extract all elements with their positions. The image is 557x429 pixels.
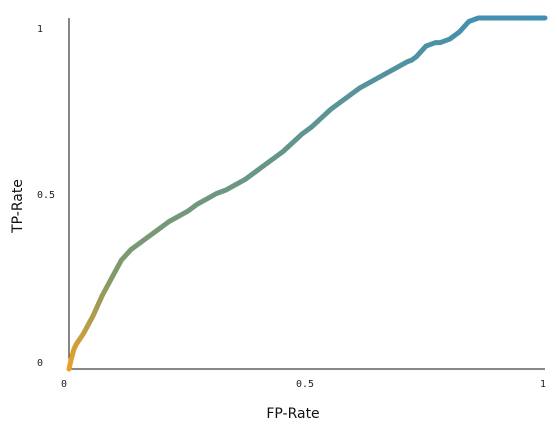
x-tick-label-1: 1 xyxy=(540,379,546,390)
x-tick-label-0.5: 0.5 xyxy=(296,379,314,390)
roc-series xyxy=(66,15,548,372)
y-tick-label-0.5: 0.5 xyxy=(37,190,55,201)
x-tick-label-0: 0 xyxy=(61,379,67,390)
roc-curve-line-0 xyxy=(66,15,548,372)
y-tick-label-0: 0 xyxy=(37,358,43,369)
y-tick-label-1: 1 xyxy=(37,24,43,35)
x-axis-title: FP-Rate xyxy=(266,406,319,422)
y-axis-title: TP-Rate xyxy=(10,179,26,234)
